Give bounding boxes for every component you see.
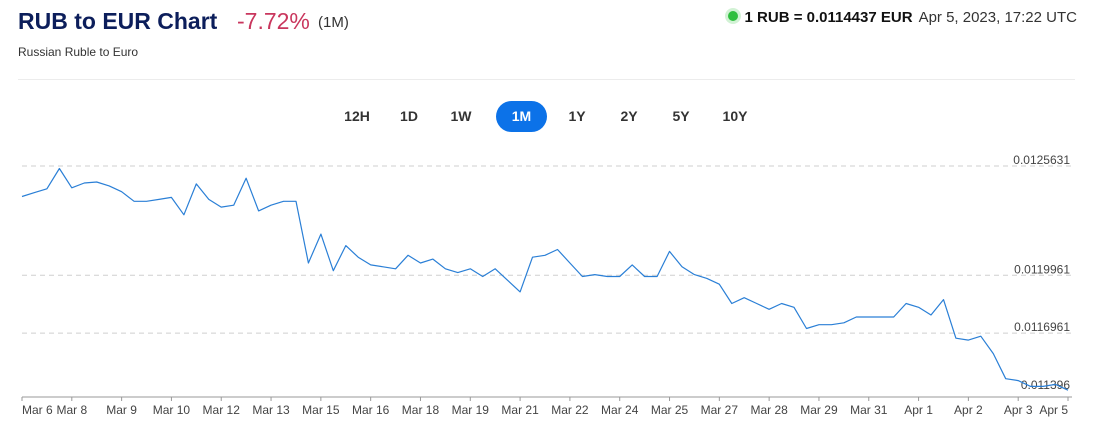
x-tick-label: Mar 6 <box>22 403 53 417</box>
x-tick-label: Apr 2 <box>954 403 983 417</box>
x-tick-label: Mar 9 <box>106 403 137 417</box>
x-tick-label: Mar 28 <box>750 403 788 417</box>
page-title: RUB to EUR Chart <box>18 8 218 34</box>
x-tick-label: Mar 19 <box>452 403 490 417</box>
x-tick-label: Mar 16 <box>352 403 390 417</box>
series-line <box>21 167 1069 391</box>
y-tick-label: 0.0119961 <box>1014 262 1070 276</box>
period-label: (1M) <box>318 14 349 31</box>
x-tick-label: Mar 13 <box>252 403 290 417</box>
current-rate: 1 RUB = 0.0114437 EUR <box>744 9 913 26</box>
x-tick-label: Mar 10 <box>153 403 191 417</box>
x-tick-label: Mar 12 <box>203 403 241 417</box>
range-tab-10y[interactable]: 10Y <box>722 108 748 124</box>
x-tick-label: Mar 25 <box>651 403 689 417</box>
x-tick-label: Mar 8 <box>56 403 87 417</box>
y-tick-label: 0.0116961 <box>1014 320 1070 334</box>
range-tab-1d[interactable]: 1D <box>400 108 418 124</box>
x-tick-label: Mar 21 <box>501 403 539 417</box>
x-tick-label: Mar 15 <box>302 403 340 417</box>
range-tab-5y[interactable]: 5Y <box>672 108 690 124</box>
x-tick-label: Mar 27 <box>701 403 739 417</box>
x-tick-label: Mar 29 <box>800 403 838 417</box>
x-tick-label: Apr 5 <box>1039 403 1068 417</box>
x-tick-label: Mar 22 <box>551 403 589 417</box>
x-tick-label: Mar 18 <box>402 403 440 417</box>
pair-description: Russian Ruble to Euro <box>18 45 139 59</box>
x-tick-label: Apr 3 <box>1004 403 1033 417</box>
x-tick-label: Mar 31 <box>850 403 888 417</box>
range-tab-2y[interactable]: 2Y <box>620 108 638 124</box>
divider <box>18 79 1075 80</box>
range-tab-1y[interactable]: 1Y <box>568 108 586 124</box>
range-tab-12h[interactable]: 12H <box>344 108 370 124</box>
rate-timestamp: Apr 5, 2023, 17:22 UTC <box>918 9 1077 26</box>
range-tab-1w[interactable]: 1W <box>450 108 472 124</box>
x-tick-label: Mar 24 <box>601 403 639 417</box>
percent-change: -7.72% <box>237 8 310 34</box>
live-rate: 1 RUB = 0.0114437 EUR Apr 5, 2023, 17:22 … <box>727 9 1077 29</box>
x-tick-label: Apr 1 <box>904 403 933 417</box>
live-indicator-icon <box>727 11 738 21</box>
chart-header: RUB to EUR Chart -7.72% (1M) 1 RUB = 0.0… <box>18 6 1077 36</box>
range-tab-1m[interactable]: 1M <box>496 101 547 132</box>
y-tick-label: 0.0125631 <box>1013 153 1070 167</box>
y-tick-label: 0.011396 <box>1021 378 1070 392</box>
